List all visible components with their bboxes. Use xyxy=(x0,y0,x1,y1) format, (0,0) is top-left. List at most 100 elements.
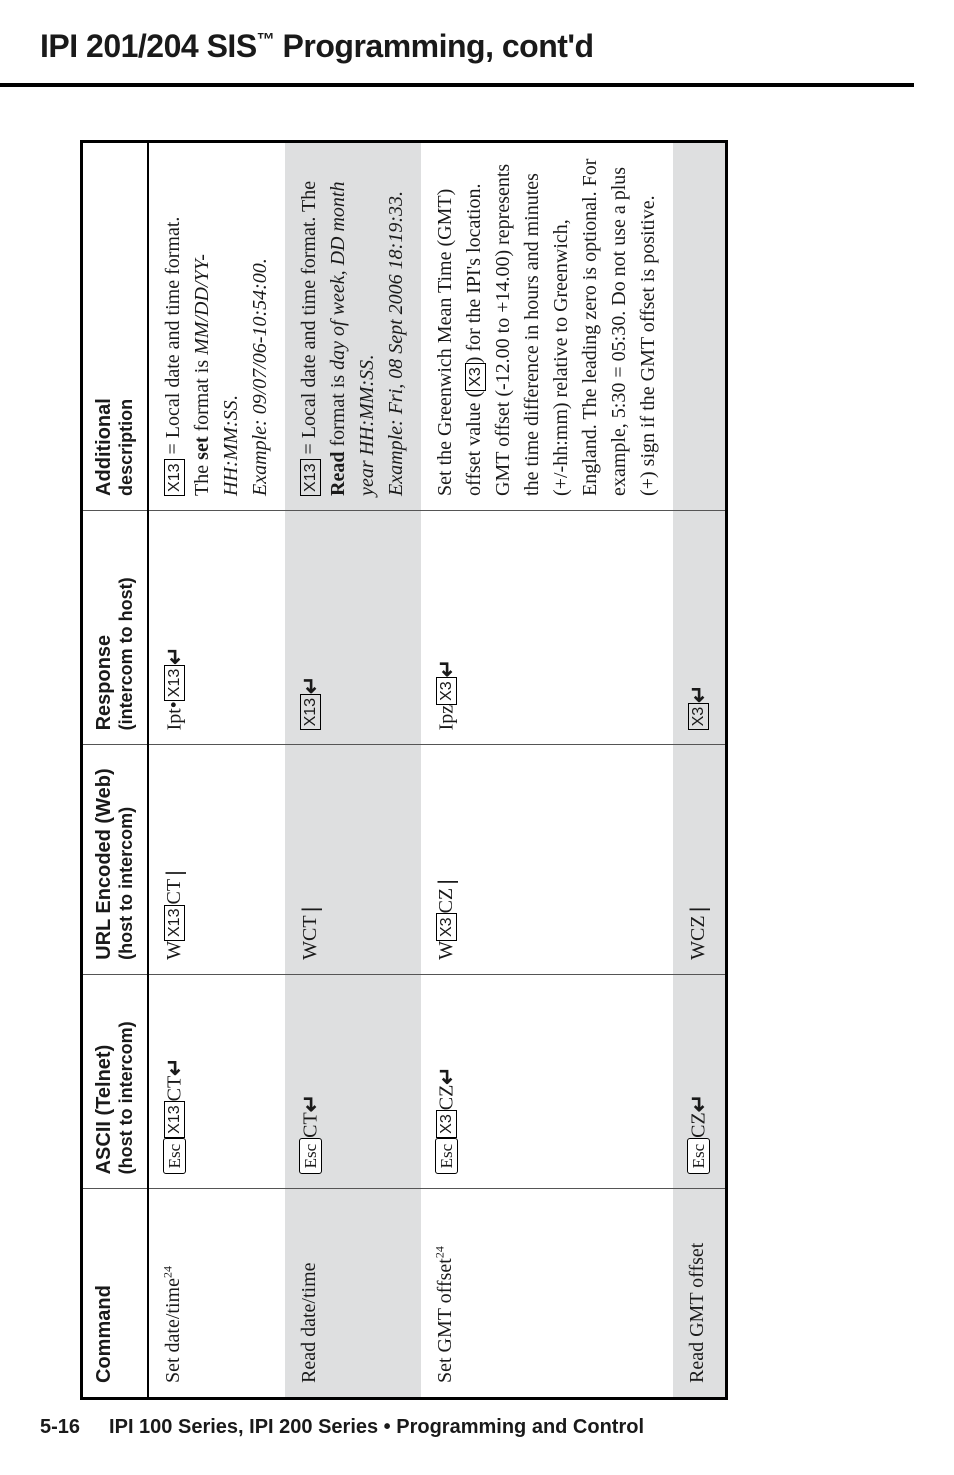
cmd-text: W xyxy=(163,941,185,960)
esc-key: Esc xyxy=(163,1138,186,1175)
command-name: Read GMT offset xyxy=(686,1243,708,1383)
esc-key: Esc xyxy=(687,1138,710,1175)
return-icon: ↵ xyxy=(434,659,459,677)
var-box: X3 xyxy=(436,677,457,705)
desc-text: format is xyxy=(327,370,349,452)
th-response-text: Response xyxy=(93,635,115,731)
th-command-text: Command xyxy=(93,1285,115,1383)
cell-url: WX3CZ| xyxy=(421,745,673,974)
cell-description: X13 = Local date and time format. The Re… xyxy=(285,142,421,511)
cell-command: Read date/time xyxy=(285,1189,421,1399)
desc-text: ) for the IPI's location. xyxy=(463,184,485,364)
cmd-text: Ipz xyxy=(435,705,457,731)
page-number: 5-16 xyxy=(40,1416,80,1438)
title-tm: ™ xyxy=(257,29,275,49)
desc-line: Example: Fri, 08 Sept 2006 18:19:33. xyxy=(382,157,411,496)
cell-description xyxy=(673,142,726,511)
var-box: X3 xyxy=(688,703,709,731)
command-sup: 24 xyxy=(160,1266,174,1278)
var-box: X3 xyxy=(436,1110,457,1138)
var-box: X13 xyxy=(164,905,185,941)
table-header-row: Command ASCII (Telnet)(host to intercom)… xyxy=(82,142,148,1399)
cell-command: Set date/time24 xyxy=(148,1189,285,1399)
cmd-text: W xyxy=(435,941,457,960)
return-icon: ↵ xyxy=(686,1094,711,1112)
table-row: Set date/time24EscX13CT↵WX13CT|Ipt•X13↵X… xyxy=(148,142,285,1399)
bold-text: set xyxy=(191,437,213,460)
desc-text: = Local date and time format. xyxy=(162,217,184,460)
return-icon: ↵ xyxy=(162,646,187,664)
desc-text: = Local date and time format. The xyxy=(298,181,320,460)
page-footer: 5-16 IPI 100 Series, IPI 200 Series • Pr… xyxy=(40,1416,644,1439)
cell-command: Set GMT offset24 xyxy=(421,1189,673,1399)
command-name: Read date/time xyxy=(298,1262,320,1383)
esc-key: Esc xyxy=(435,1138,458,1175)
var-box: X13 xyxy=(164,665,185,701)
th-command: Command xyxy=(82,1189,148,1399)
desc-text: . xyxy=(220,395,242,400)
var-box: X3 xyxy=(465,363,486,391)
table-body: Set date/time24EscX13CT↵WX13CT|Ipt•X13↵X… xyxy=(148,142,726,1399)
th-additional: Additionaldescription xyxy=(82,142,148,511)
cmd-text: CZ xyxy=(435,888,457,914)
footer-text: IPI 100 Series, IPI 200 Series • Program… xyxy=(109,1416,644,1438)
th-url-text: URL Encoded (Web) xyxy=(93,768,115,959)
th-additional-text: Additional xyxy=(93,398,115,496)
header-rule xyxy=(0,83,914,87)
bold-text: Read xyxy=(327,451,349,495)
return-icon: ↵ xyxy=(298,1094,323,1112)
cell-url: WCT| xyxy=(285,745,421,974)
return-icon: ↵ xyxy=(298,676,323,694)
rotated-wrapper: Command ASCII (Telnet)(host to intercom)… xyxy=(0,100,954,1400)
cmd-text: W xyxy=(299,941,321,960)
pipe-char: | xyxy=(434,876,458,888)
table-row: Read date/timeEscCT↵WCT|X13↵X13 = Local … xyxy=(285,142,421,1399)
desc-line: X13 = Local date and time format. xyxy=(159,157,188,496)
cmd-text: CT xyxy=(299,1112,321,1138)
cell-response: Ipt•X13↵ xyxy=(148,510,285,744)
desc-line: Set the Greenwich Mean Time (GMT) offset… xyxy=(431,157,489,496)
return-icon: ↵ xyxy=(686,684,711,702)
desc-line: The set format is MM/DD/YY-HH:MM:SS. xyxy=(188,157,246,496)
th-response-sub: (intercom to host) xyxy=(116,525,137,730)
cell-ascii: EscX13CT↵ xyxy=(148,974,285,1189)
th-url: URL Encoded (Web)(host to intercom) xyxy=(82,745,148,974)
command-sup: 24 xyxy=(432,1246,446,1258)
command-table: Command ASCII (Telnet)(host to intercom)… xyxy=(80,140,728,1400)
cell-url: WCZ| xyxy=(673,745,726,974)
pipe-char: | xyxy=(162,867,186,879)
th-ascii: ASCII (Telnet)(host to intercom) xyxy=(82,974,148,1189)
desc-text: . xyxy=(356,355,378,360)
var-box: X3 xyxy=(436,913,457,941)
return-icon: ↵ xyxy=(434,1066,459,1084)
cmd-text: CZ xyxy=(687,1112,709,1138)
cell-response: IpzX3↵ xyxy=(421,510,673,744)
pipe-char: | xyxy=(686,903,710,915)
cell-ascii: EscCT↵ xyxy=(285,974,421,1189)
esc-key: Esc xyxy=(299,1138,322,1175)
command-name: Set GMT offset xyxy=(434,1258,456,1383)
var-box: X13 xyxy=(300,694,321,730)
desc-line: Example: 09/07/06-10:54:00. xyxy=(246,157,275,496)
cell-description: X13 = Local date and time format.The set… xyxy=(148,142,285,511)
var-box: X13 xyxy=(164,1101,185,1137)
rotated-table-block: Command ASCII (Telnet)(host to intercom)… xyxy=(80,140,900,1400)
desc-line: GMT offset (-12.00 to +14.00) represents… xyxy=(489,157,663,496)
title-suffix: Programming, cont'd xyxy=(274,28,593,64)
title-prefix: IPI 201/204 SIS xyxy=(40,28,257,64)
cmd-text: CT xyxy=(163,1076,185,1102)
desc-text: The xyxy=(191,460,213,496)
var-box: X13 xyxy=(164,459,185,495)
page-header: IPI 201/204 SIS™ Programming, cont'd xyxy=(0,0,954,75)
th-ascii-sub: (host to intercom) xyxy=(116,989,137,1175)
table-row: Set GMT offset24EscX3CZ↵WX3CZ|IpzX3↵Set … xyxy=(421,142,673,1399)
cmd-text: Ipt• xyxy=(163,701,185,730)
th-additional-sub: description xyxy=(116,157,137,496)
command-name: Set date/time xyxy=(162,1278,184,1383)
desc-text: format is xyxy=(191,355,213,437)
desc-text: GMT offset (-12.00 to +14.00) represents… xyxy=(492,159,659,496)
cell-url: WX13CT| xyxy=(148,745,285,974)
var-box: X13 xyxy=(300,459,321,495)
cell-response: X13↵ xyxy=(285,510,421,744)
pipe-char: | xyxy=(298,903,322,915)
